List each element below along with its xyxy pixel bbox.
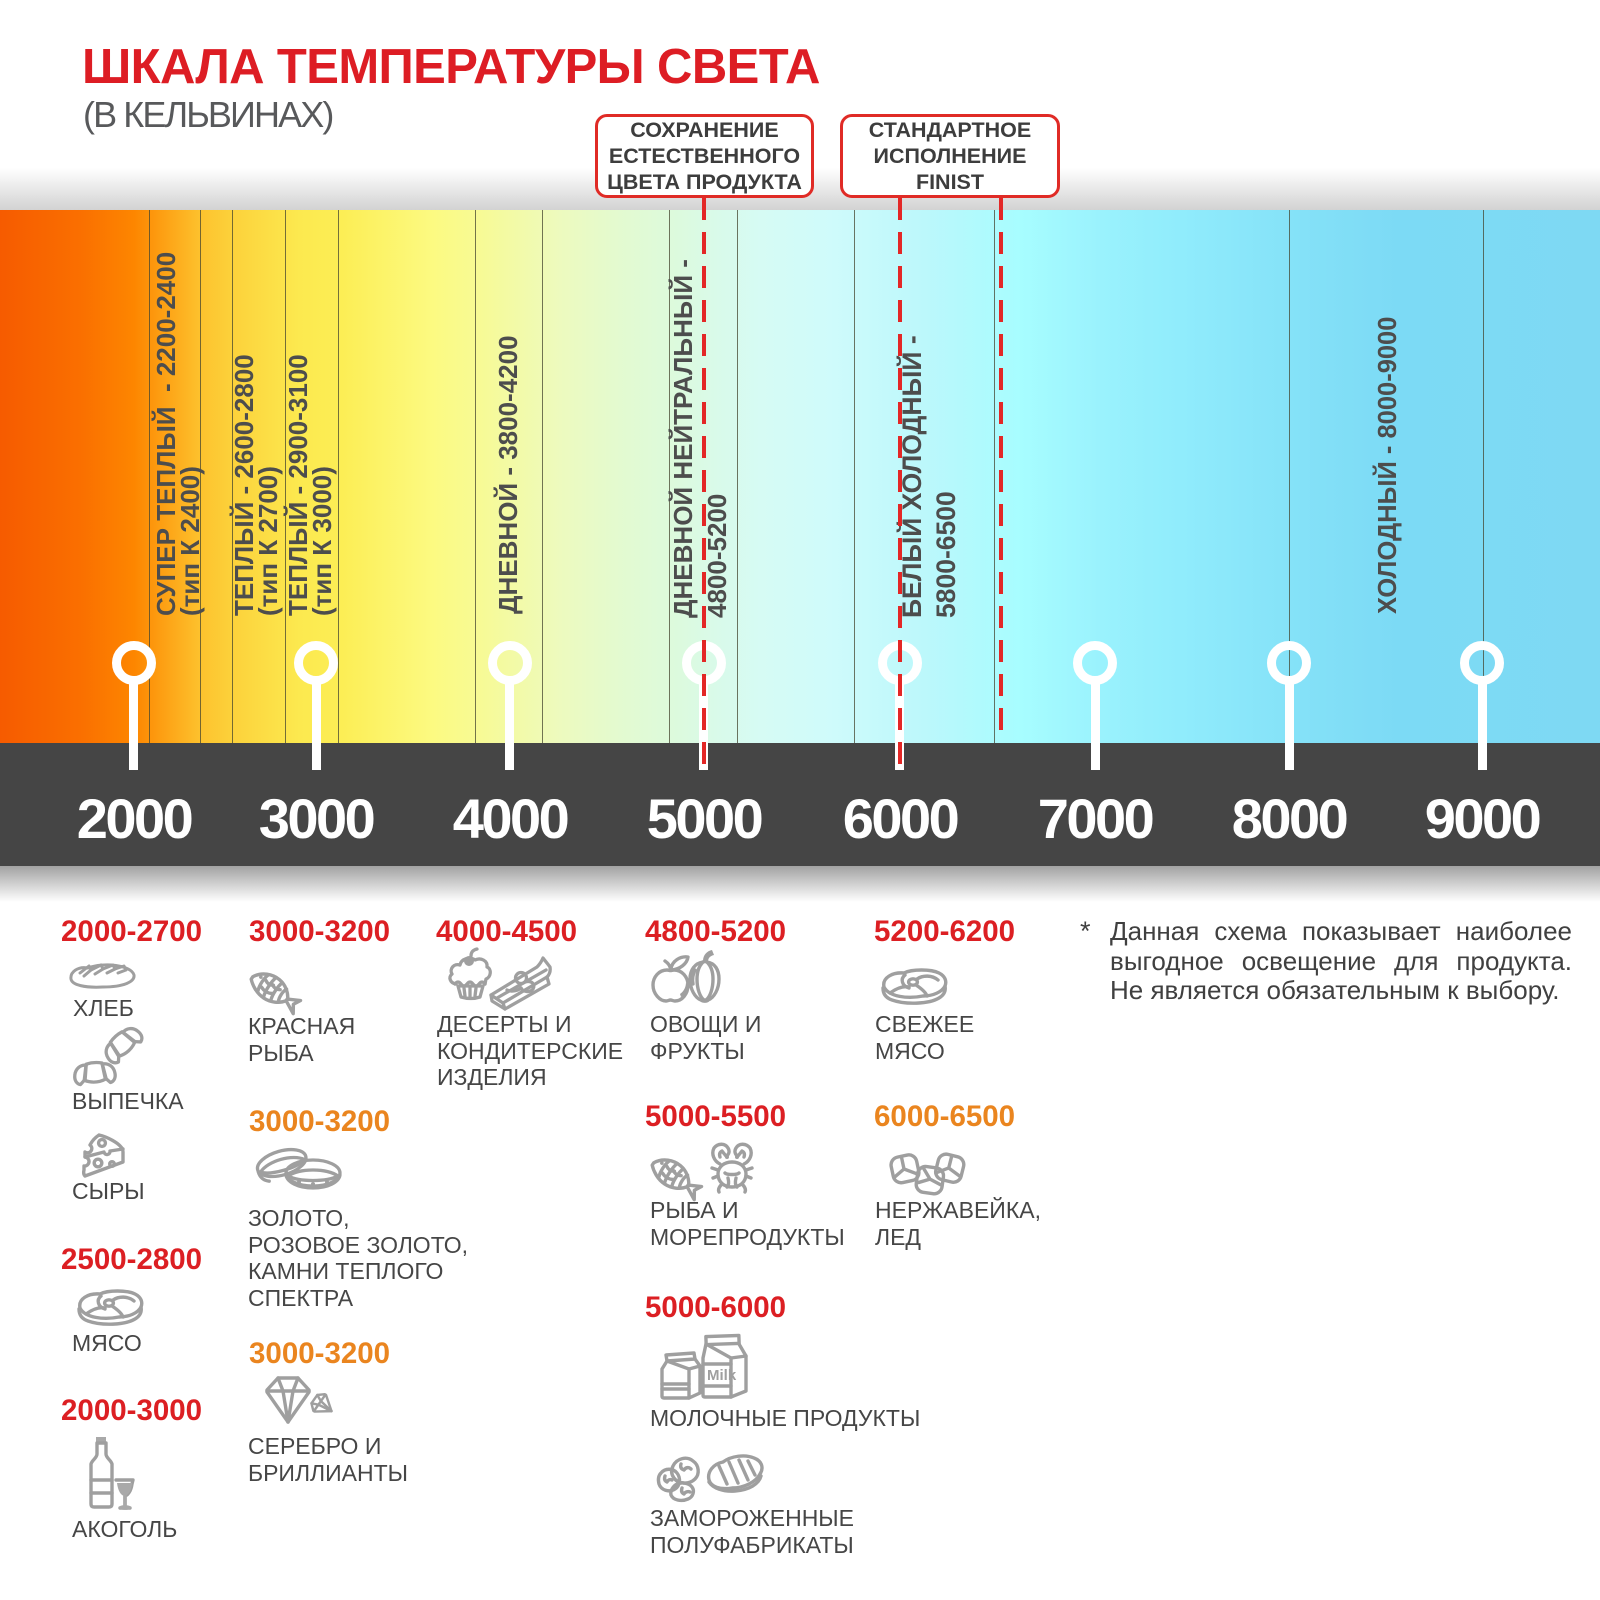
svg-text:Milk: Milk: [707, 1367, 737, 1384]
